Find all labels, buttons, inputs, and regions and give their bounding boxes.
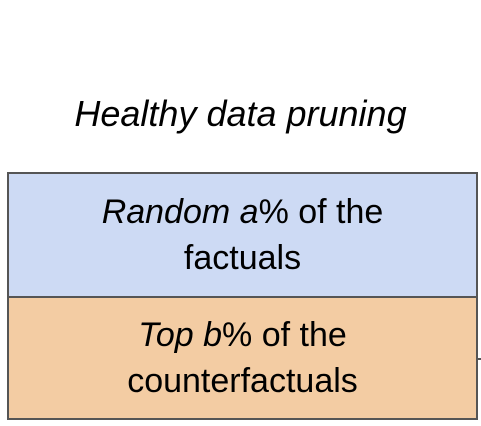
top-counterfactuals-rest-text: % of the (222, 316, 347, 354)
edge-connector-tick (476, 358, 481, 360)
top-counterfactuals-second-line: counterfactuals (127, 362, 358, 400)
top-counterfactuals-italic-text: Top b (138, 316, 223, 354)
random-factuals-text: Random a% of the factuals (102, 189, 384, 281)
diagram-title: Healthy data pruning (74, 93, 407, 134)
random-factuals-rest-text: % of the (258, 193, 384, 231)
top-counterfactuals-text: Top b% of the counterfactuals (127, 312, 358, 404)
random-factuals-block: Random a% of the factuals (9, 174, 476, 298)
pruning-block-stack: Random a% of the factuals Top b% of the … (7, 172, 478, 420)
random-factuals-second-line: factuals (183, 239, 302, 277)
top-counterfactuals-block: Top b% of the counterfactuals (9, 298, 476, 418)
random-factuals-italic-text: Random a (101, 193, 259, 231)
